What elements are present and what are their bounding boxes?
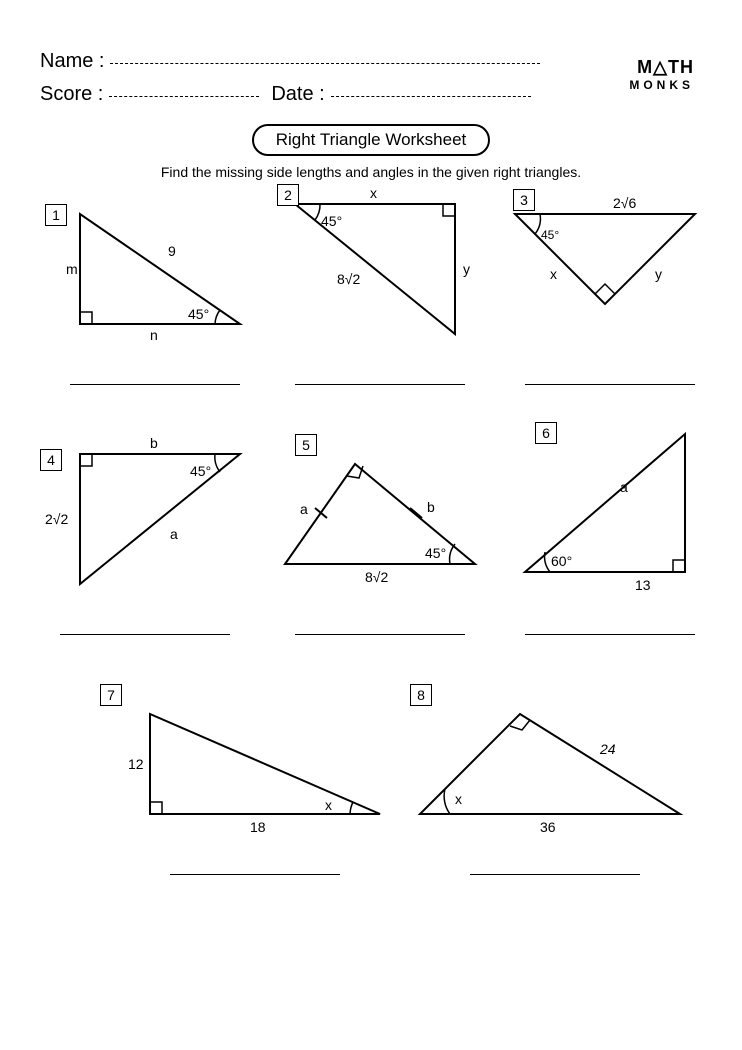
side-y: y [463, 261, 470, 277]
angle-45: 45° [190, 463, 211, 479]
date-input-line[interactable] [331, 96, 531, 97]
side-left: 2√2 [45, 511, 68, 527]
angle-x: x [325, 797, 332, 813]
side-x: x [370, 185, 377, 201]
answer-line[interactable] [170, 874, 340, 875]
logo-line2: MONKS [629, 76, 694, 94]
side-24: 24 [599, 741, 616, 757]
answer-line[interactable] [470, 874, 640, 875]
name-label: Name : [40, 50, 104, 73]
answer-line[interactable] [525, 634, 695, 635]
problem-7: 7 12 x 18 [100, 684, 400, 884]
score-input-line[interactable] [109, 96, 259, 97]
answer-line[interactable] [70, 384, 240, 385]
side-a: a [300, 501, 308, 517]
answer-line[interactable] [60, 634, 230, 635]
side-m: m [66, 261, 78, 277]
problem-8: 8 24 x 36 [400, 684, 700, 884]
side-y: y [655, 266, 662, 282]
problem-number: 7 [100, 684, 122, 706]
problem-5: 5 a b 45° 8√2 [265, 434, 485, 644]
side-x: x [550, 266, 557, 282]
date-label: Date : [271, 83, 324, 106]
side-n: n [150, 327, 158, 343]
side-36: 36 [540, 819, 556, 835]
angle-45: 45° [321, 213, 342, 229]
worksheet-title: Right Triangle Worksheet [252, 124, 491, 156]
answer-line[interactable] [525, 384, 695, 385]
angle-60: 60° [551, 553, 572, 569]
side-bottom: 8√2 [365, 569, 388, 585]
problem-number: 8 [410, 684, 432, 706]
side-13: 13 [635, 577, 651, 593]
angle-45: 45° [188, 306, 209, 322]
score-label: Score : [40, 83, 103, 106]
answer-line[interactable] [295, 384, 465, 385]
problem-6: 6 a 60° 13 [495, 422, 715, 644]
problem-3: 3 2√6 45° x y [495, 184, 715, 394]
side-a: a [170, 526, 178, 542]
brand-logo: M△TH MONKS [629, 58, 694, 94]
triangle-2: x 45° y 8√2 [265, 184, 485, 354]
side-12: 12 [128, 756, 144, 772]
answer-line[interactable] [295, 634, 465, 635]
problem-2: 2 x 45° y 8√2 [265, 184, 485, 394]
angle-45: 45° [541, 228, 559, 242]
instructions-text: Find the missing side lengths and angles… [40, 164, 702, 180]
problem-4: 4 b 45° 2√2 a [40, 434, 260, 644]
side-9: 9 [168, 243, 176, 259]
side-18: 18 [250, 819, 266, 835]
problem-number: 2 [277, 184, 299, 206]
triangle-1: m 9 45° n [40, 194, 260, 354]
problem-1: 1 m 9 45° n [40, 194, 260, 394]
problem-number: 6 [535, 422, 557, 444]
triangle-7: 12 x 18 [100, 684, 400, 844]
problem-number: 4 [40, 449, 62, 471]
triangle-5: a b 45° 8√2 [265, 434, 485, 604]
logo-line1: M△TH [629, 58, 694, 76]
side-b: b [427, 499, 435, 515]
problem-number: 3 [513, 189, 535, 211]
triangle-4: b 45° 2√2 a [40, 434, 260, 604]
triangle-8: 24 x 36 [400, 684, 700, 844]
triangle-6: a 60° 13 [495, 422, 715, 602]
side-hyp: 8√2 [337, 271, 360, 287]
side-top: 2√6 [613, 195, 636, 211]
side-a: a [620, 479, 628, 495]
side-b: b [150, 435, 158, 451]
problem-number: 1 [45, 204, 67, 226]
problem-number: 5 [295, 434, 317, 456]
angle-45: 45° [425, 545, 446, 561]
angle-x: x [455, 791, 462, 807]
name-input-line[interactable] [110, 63, 540, 64]
